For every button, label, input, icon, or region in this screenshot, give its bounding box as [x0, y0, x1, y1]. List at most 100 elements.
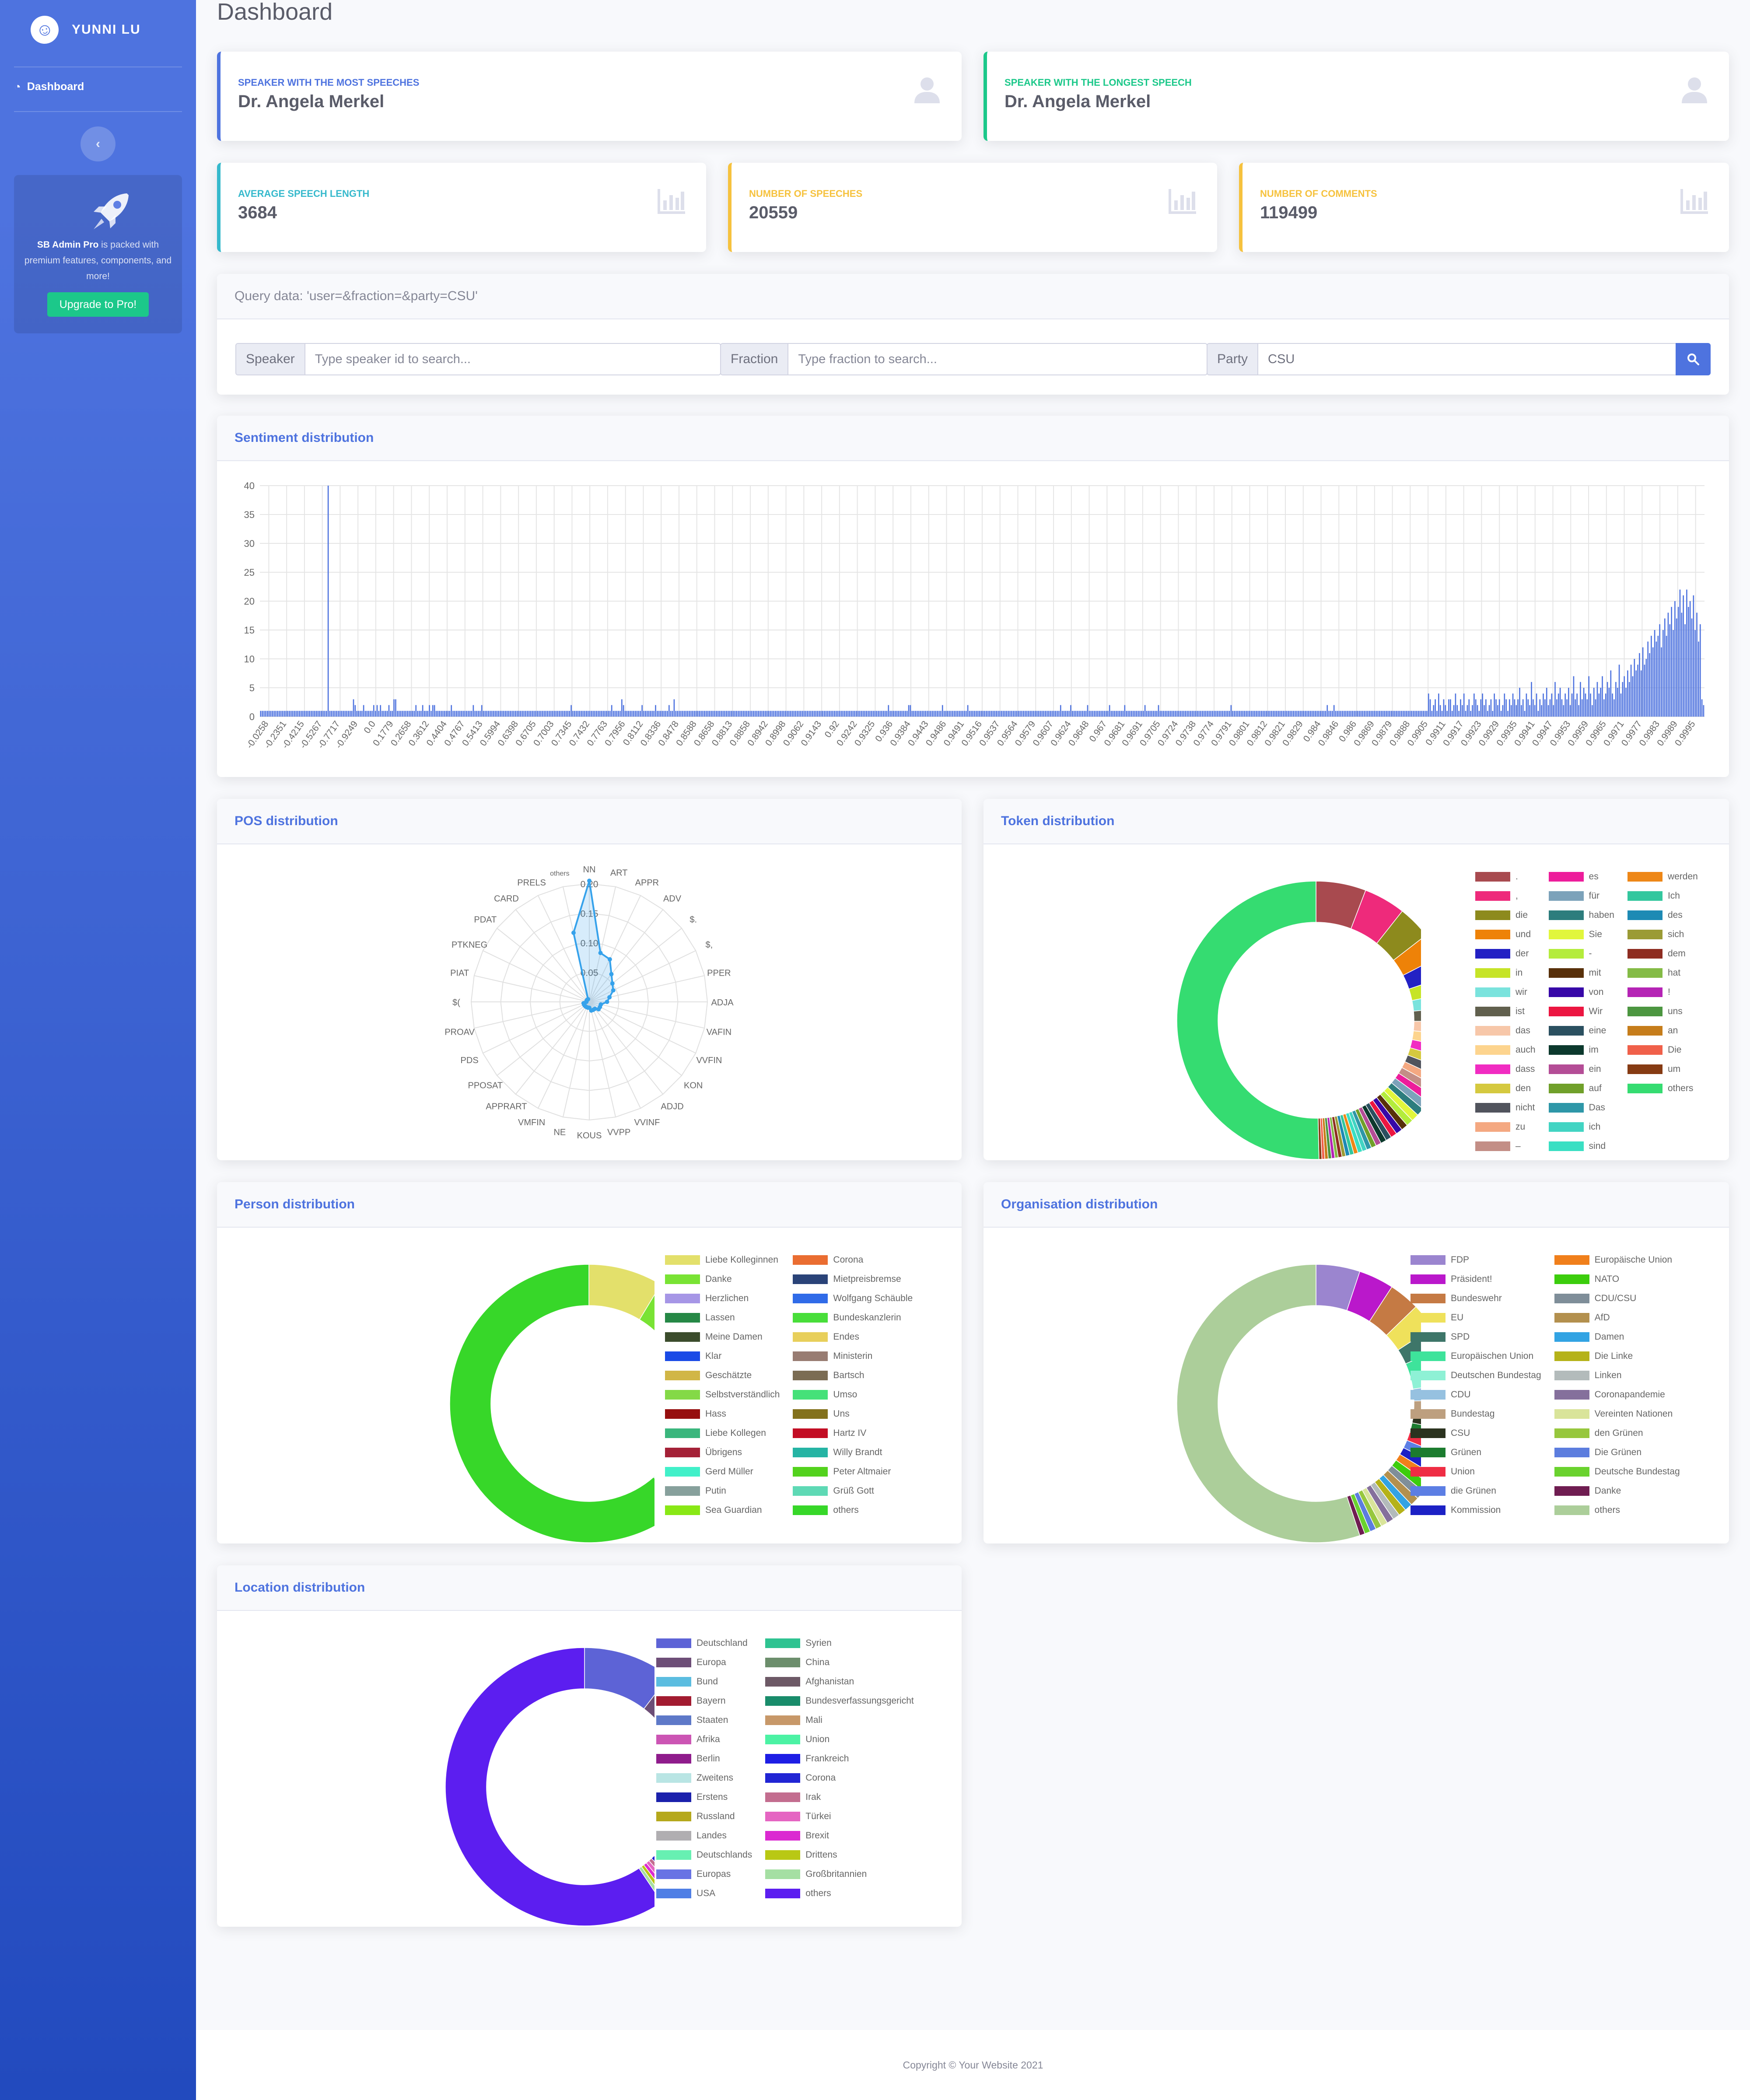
legend-item[interactable]: Herzlichen — [665, 1289, 780, 1308]
legend-item[interactable]: den — [1475, 1079, 1536, 1098]
legend-item[interactable]: hat — [1627, 963, 1698, 983]
legend-item[interactable]: China — [765, 1653, 914, 1672]
legend-item[interactable]: USA — [656, 1884, 752, 1903]
legend-item[interactable]: Linken — [1554, 1366, 1680, 1385]
legend-item[interactable]: Endes — [793, 1327, 913, 1347]
party-search-input[interactable] — [1258, 344, 1676, 374]
legend-item[interactable]: die Grünen — [1410, 1481, 1541, 1501]
legend-item[interactable]: FDP — [1410, 1250, 1541, 1270]
legend-item[interactable]: CDU — [1410, 1385, 1541, 1404]
legend-item[interactable]: SPD — [1410, 1327, 1541, 1347]
legend-item[interactable]: Bund — [656, 1672, 752, 1691]
legend-item[interactable]: um — [1627, 1060, 1698, 1079]
legend-item[interactable]: der — [1475, 944, 1536, 963]
legend-item[interactable]: von — [1548, 983, 1614, 1002]
legend-item[interactable]: es — [1548, 867, 1614, 886]
legend-item[interactable]: Afrika — [656, 1730, 752, 1749]
legend-item[interactable]: haben — [1548, 906, 1614, 925]
legend-item[interactable]: others — [1627, 1079, 1698, 1098]
legend-item[interactable]: others — [765, 1884, 914, 1903]
legend-item[interactable]: Damen — [1554, 1327, 1680, 1347]
legend-item[interactable]: Europas — [656, 1865, 752, 1884]
legend-item[interactable]: AfD — [1554, 1308, 1680, 1327]
legend-item[interactable]: Mali — [765, 1711, 914, 1730]
legend-item[interactable]: Bartsch — [793, 1366, 913, 1385]
legend-item[interactable]: Wolfgang Schäuble — [793, 1289, 913, 1308]
legend-item[interactable]: Umso — [793, 1385, 913, 1404]
legend-item[interactable]: in — [1475, 963, 1536, 983]
legend-item[interactable]: Deutschen Bundestag — [1410, 1366, 1541, 1385]
legend-item[interactable]: den Grünen — [1554, 1424, 1680, 1443]
legend-item[interactable]: Meine Damen — [665, 1327, 780, 1347]
legend-item[interactable]: Europäischen Union — [1410, 1347, 1541, 1366]
legend-item[interactable]: Corona — [765, 1768, 914, 1788]
legend-item[interactable]: ich — [1548, 1117, 1614, 1137]
legend-item[interactable]: uns — [1627, 1002, 1698, 1021]
legend-item[interactable]: Türkei — [765, 1807, 914, 1826]
legend-item[interactable]: CDU/CSU — [1554, 1289, 1680, 1308]
legend-item[interactable]: Selbstverständlich — [665, 1385, 780, 1404]
legend-item[interactable]: Übrigens — [665, 1443, 780, 1462]
legend-item[interactable]: Bayern — [656, 1691, 752, 1711]
legend-item[interactable]: auf — [1548, 1079, 1614, 1098]
upgrade-button[interactable]: Upgrade to Pro! — [47, 292, 149, 317]
legend-item[interactable]: Bundeskanzlerin — [793, 1308, 913, 1327]
legend-item[interactable]: Bundesverfassungsgericht — [765, 1691, 914, 1711]
legend-item[interactable]: Präsident! — [1410, 1270, 1541, 1289]
legend-item[interactable]: zu — [1475, 1117, 1536, 1137]
legend-item[interactable]: Europäische Union — [1554, 1250, 1680, 1270]
legend-item[interactable]: EU — [1410, 1308, 1541, 1327]
legend-item[interactable]: Mietpreisbremse — [793, 1270, 913, 1289]
legend-item[interactable]: NATO — [1554, 1270, 1680, 1289]
legend-item[interactable]: Erstens — [656, 1788, 752, 1807]
legend-item[interactable]: wir — [1475, 983, 1536, 1002]
legend-item[interactable]: Landes — [656, 1826, 752, 1845]
legend-item[interactable]: Drittens — [765, 1845, 914, 1865]
legend-item[interactable]: Die — [1627, 1040, 1698, 1060]
legend-item[interactable]: Afghanistan — [765, 1672, 914, 1691]
legend-item[interactable]: nicht — [1475, 1098, 1536, 1117]
legend-item[interactable]: und — [1475, 925, 1536, 944]
legend-item[interactable]: Sie — [1548, 925, 1614, 944]
legend-item[interactable]: ist — [1475, 1002, 1536, 1021]
legend-item[interactable]: Hass — [665, 1404, 780, 1424]
legend-item[interactable]: Bundeswehr — [1410, 1289, 1541, 1308]
legend-item[interactable]: ! — [1627, 983, 1698, 1002]
legend-item[interactable]: Coronapandemie — [1554, 1385, 1680, 1404]
legend-item[interactable]: Syrien — [765, 1634, 914, 1653]
legend-item[interactable]: Frankreich — [765, 1749, 914, 1768]
sidebar-item-dashboard[interactable]: ◔ Dashboard — [14, 77, 84, 96]
legend-item[interactable]: Deutschland — [656, 1634, 752, 1653]
search-button[interactable] — [1676, 343, 1711, 375]
legend-item[interactable]: Liebe Kolleginnen — [665, 1250, 780, 1270]
legend-item[interactable]: Gerd Müller — [665, 1462, 780, 1481]
legend-item[interactable]: Danke — [1554, 1481, 1680, 1501]
legend-item[interactable]: im — [1548, 1040, 1614, 1060]
legend-item[interactable]: Klar — [665, 1347, 780, 1366]
legend-item[interactable]: Irak — [765, 1788, 914, 1807]
legend-item[interactable]: an — [1627, 1021, 1698, 1040]
legend-item[interactable]: dem — [1627, 944, 1698, 963]
sidebar-brand[interactable]: ☺ YUNNI LU — [27, 12, 141, 47]
legend-item[interactable]: Danke — [665, 1270, 780, 1289]
legend-item[interactable]: – — [1475, 1137, 1536, 1156]
sidebar-toggle-button[interactable]: ‹ — [80, 126, 116, 161]
legend-item[interactable]: Kommission — [1410, 1501, 1541, 1520]
legend-item[interactable]: Zweitens — [656, 1768, 752, 1788]
legend-item[interactable]: CSU — [1410, 1424, 1541, 1443]
legend-item[interactable]: Deutschlands — [656, 1845, 752, 1865]
legend-item[interactable]: sind — [1548, 1137, 1614, 1156]
legend-item[interactable]: others — [793, 1501, 913, 1520]
legend-item[interactable]: Brexit — [765, 1826, 914, 1845]
legend-item[interactable]: ein — [1548, 1060, 1614, 1079]
legend-item[interactable]: Europa — [656, 1653, 752, 1672]
legend-item[interactable]: Das — [1548, 1098, 1614, 1117]
legend-item[interactable]: das — [1475, 1021, 1536, 1040]
legend-item[interactable]: Vereinten Nationen — [1554, 1404, 1680, 1424]
legend-item[interactable]: Großbritannien — [765, 1865, 914, 1884]
legend-item[interactable]: für — [1548, 886, 1614, 906]
legend-item[interactable]: Grünen — [1410, 1443, 1541, 1462]
legend-item[interactable]: Grüß Gott — [793, 1481, 913, 1501]
legend-item[interactable]: Die Linke — [1554, 1347, 1680, 1366]
legend-item[interactable]: Putin — [665, 1481, 780, 1501]
